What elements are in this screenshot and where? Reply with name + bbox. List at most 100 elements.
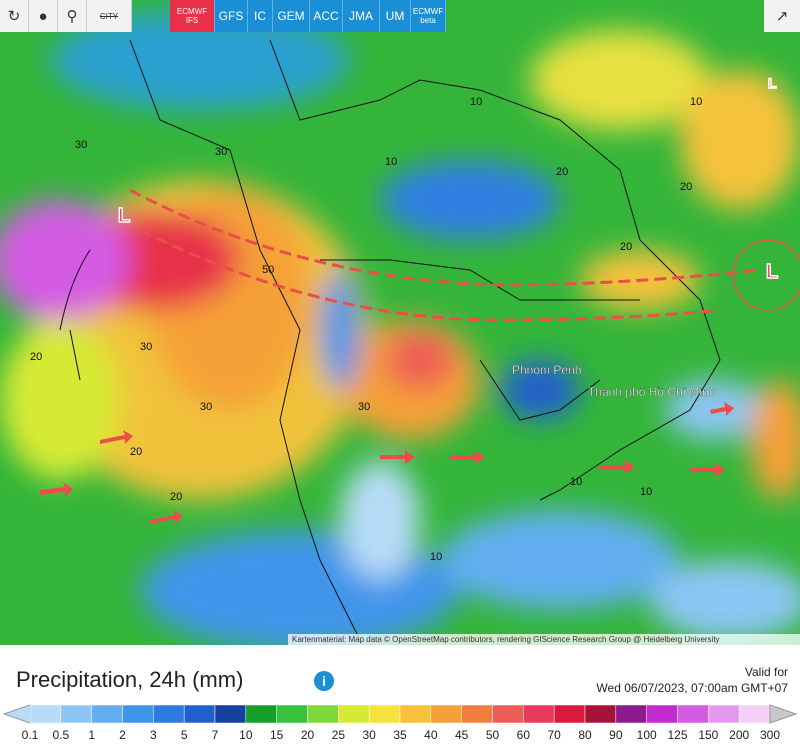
legend-swatch	[399, 704, 432, 724]
legend-swatch	[29, 704, 62, 724]
precip-field	[0, 10, 800, 645]
legend-swatch	[153, 704, 185, 724]
legend-label: 50	[486, 728, 500, 742]
city-button[interactable]: CITY	[87, 0, 132, 32]
legend-swatch	[245, 704, 277, 724]
contour-label: 20	[170, 491, 182, 503]
legend-label: 200	[729, 728, 749, 742]
legend-label: 60	[517, 728, 531, 742]
contour-label: 30	[140, 341, 152, 353]
legend-label: 125	[667, 728, 687, 742]
contour-label: 30	[215, 146, 227, 158]
city-label: Thành phố Hồ Chí Minh	[588, 385, 715, 399]
low-marker: L	[118, 205, 130, 227]
legend-swatch	[183, 704, 216, 724]
legend-swatch	[122, 704, 154, 724]
model-button[interactable]: ACC	[310, 0, 343, 32]
contour-label: 20	[620, 241, 632, 253]
model-button[interactable]: GFS	[215, 0, 248, 32]
low-circle	[732, 239, 800, 311]
valid-label: Valid for	[744, 665, 788, 679]
refresh-button[interactable]: ↻	[0, 0, 29, 32]
legend-swatch	[492, 704, 524, 724]
valid-time: Wed 06/07/2023, 07:00am GMT+07	[596, 681, 788, 695]
legend-swatch	[615, 704, 647, 724]
legend-label: 90	[609, 728, 623, 742]
contour-label: 10	[385, 156, 397, 168]
legend-label: 0.1	[22, 728, 39, 742]
legend-label: 5	[181, 728, 188, 742]
title: Precipitation, 24h (mm)	[16, 667, 244, 692]
map: Phnom Penh Thành phố Hồ Chí Minh L L L 3…	[0, 0, 800, 645]
legend-label: 2	[119, 728, 126, 742]
legend-swatch	[523, 704, 555, 724]
contour-label: 10	[430, 551, 442, 563]
wind-arrows	[40, 402, 734, 524]
contour-label: 20	[30, 351, 42, 363]
contour-label: 50	[262, 264, 274, 276]
legend-label: 1	[88, 728, 95, 742]
share-button[interactable]: ↗	[764, 0, 800, 32]
legend-label: 30	[362, 728, 376, 742]
info-button[interactable]: i	[314, 671, 334, 691]
attribution-bg	[288, 634, 800, 645]
model-button[interactable]: UM	[380, 0, 411, 32]
legend-label: 10	[239, 728, 253, 742]
legend-swatch	[430, 704, 462, 724]
contour-label: 10	[640, 486, 652, 498]
contour-label: 10	[690, 96, 702, 108]
zoom-button[interactable]: ⚲	[58, 0, 87, 32]
legend-label: 25	[332, 728, 346, 742]
legend-swatch	[60, 704, 92, 724]
legend-swatch	[738, 704, 771, 724]
contour-label: 20	[130, 446, 142, 458]
contour-label: 10	[570, 476, 582, 488]
legend-label: 150	[698, 728, 718, 742]
model-button[interactable]: ECMWF IFS	[170, 0, 215, 32]
legend-arrow-right	[769, 704, 798, 724]
attribution: Kartenmaterial: Map data © OpenStreetMap…	[292, 635, 720, 644]
legend-label: 80	[578, 728, 592, 742]
legend-label: 35	[393, 728, 407, 742]
low-marker: L	[766, 261, 778, 283]
model-button[interactable]: ECMWF beta	[411, 0, 446, 32]
legend-swatch	[708, 704, 740, 724]
legend-label: 20	[301, 728, 315, 742]
legend-label: 45	[455, 728, 469, 742]
legend-label: 70	[547, 728, 561, 742]
low-marker: L	[768, 75, 777, 91]
trough-lines	[129, 188, 761, 322]
legend-label: 15	[270, 728, 284, 742]
legend-swatch	[584, 704, 617, 724]
legend-swatch	[338, 704, 370, 724]
legend-swatch	[461, 704, 493, 724]
legend-swatch	[276, 704, 308, 724]
legend: 0.1 0.5 1 2 3 5 7 10 15 20 25 30 35 40 45 50 60 70 80 90 100…	[2, 704, 798, 742]
model-button[interactable]: GEM	[273, 0, 310, 32]
legend-label: 40	[424, 728, 438, 742]
legend-label: 300	[760, 728, 780, 742]
legend-swatch	[214, 704, 247, 724]
legend-swatch	[91, 704, 123, 724]
legend-swatch	[677, 704, 709, 724]
legend-swatch	[553, 704, 586, 724]
contour-label: 20	[680, 181, 692, 193]
legend-swatch	[307, 704, 339, 724]
legend-swatch	[368, 704, 401, 724]
legend-label: 3	[150, 728, 157, 742]
model-button[interactable]: JMA	[343, 0, 380, 32]
legend-label: 0.5	[52, 728, 69, 742]
legend-arrow-left	[2, 704, 31, 724]
location-button[interactable]: ●	[29, 0, 58, 32]
contour-label: 10	[470, 96, 482, 108]
contour-label: 30	[200, 401, 212, 413]
contour-label: 30	[75, 139, 87, 151]
legend-label: 100	[637, 728, 657, 742]
contour-label: 20	[556, 166, 568, 178]
city-label: Phnom Penh	[512, 363, 581, 377]
contour-label: 30	[358, 401, 370, 413]
footer: Precipitation, 24h (mm) i Valid for Wed …	[0, 645, 800, 747]
model-button[interactable]: IC	[248, 0, 273, 32]
legend-swatch	[646, 704, 678, 724]
